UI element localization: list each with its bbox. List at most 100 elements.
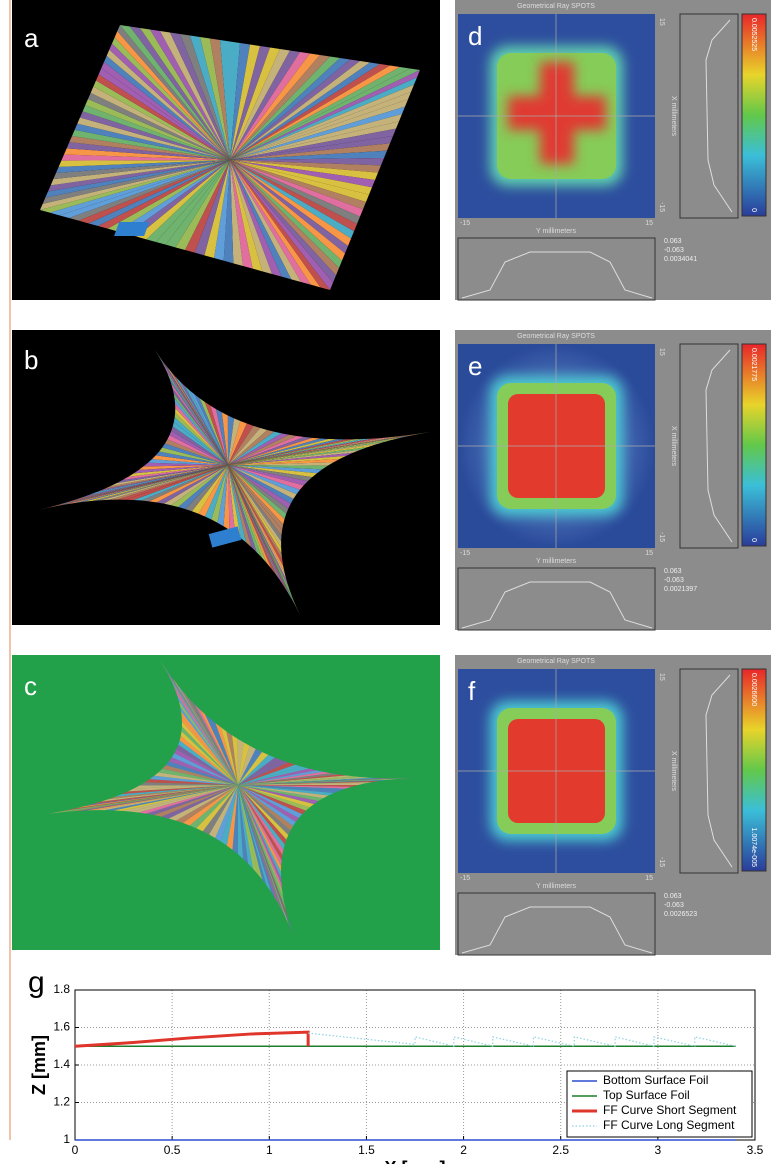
spot-stat: 0.0034041: [664, 256, 697, 263]
fan-wedge: [85, 785, 238, 807]
fan-wedge: [228, 465, 287, 519]
fan-wedge: [182, 785, 238, 826]
fan-wedge: [115, 785, 238, 797]
y-tick-label: 1.8: [53, 982, 70, 996]
fan-wedge: [238, 785, 282, 884]
fan-wedge: [238, 785, 303, 819]
fan-wedge: [47, 465, 228, 508]
fan-wedge: [96, 785, 238, 811]
fan-wedge: [185, 465, 228, 512]
fan-wedge: [81, 465, 228, 498]
fan-wedge: [114, 31, 230, 160]
fan-wedge: [238, 757, 282, 785]
fan-wedge: [228, 421, 247, 465]
fan-wedge: [238, 785, 263, 880]
fan-wedge: [156, 160, 230, 245]
x-millimeters-label: X millimeters: [670, 426, 677, 467]
fan-wedge: [214, 160, 230, 261]
fan-wedge: [238, 785, 295, 940]
fan-wedge: [202, 785, 238, 835]
fan-wedge: [221, 412, 228, 465]
spot-stat: 0.063: [664, 893, 682, 900]
spot-stat: -0.063: [664, 902, 684, 909]
fan-wedge: [45, 160, 231, 198]
side-profile: [705, 349, 733, 543]
fan-wedge: [238, 778, 387, 785]
fan-wedge: [209, 785, 238, 838]
fan-wedge: [238, 754, 275, 785]
fan-wedge: [230, 128, 396, 160]
fan-wedge: [108, 785, 238, 800]
fan-wedge: [238, 779, 396, 785]
fan-wedge: [64, 148, 230, 160]
side-profile: [705, 674, 733, 868]
fan-wedge: [230, 160, 339, 276]
fan-wedge: [238, 752, 269, 785]
fan-wedge: [221, 785, 238, 846]
fan-wedge: [228, 465, 285, 573]
fan-wedge: [171, 426, 228, 465]
colorbar-max: 0.0021775: [750, 348, 757, 381]
fan-wedge: [238, 745, 256, 785]
fan-wedge: [136, 160, 230, 240]
y-tick-label: 1.4: [53, 1057, 70, 1071]
spot-right-tick: 15: [645, 550, 653, 557]
fan-wedge: [228, 449, 361, 465]
panel-label: e: [468, 351, 482, 381]
fan-wedge: [228, 425, 261, 465]
fan-wedge: [238, 785, 329, 799]
fan-wedge: [238, 785, 249, 864]
fan-wedge: [171, 753, 238, 785]
fan-wedge: [238, 771, 331, 785]
fan-wedge: [194, 394, 228, 465]
fan-wedge: [98, 160, 230, 229]
fan-wedge: [164, 366, 228, 465]
fan-wedge: [230, 62, 380, 160]
fan-wedge: [215, 723, 238, 785]
fan-wedge: [238, 785, 253, 869]
fan-wedge: [172, 421, 228, 465]
fan-wedge: [238, 785, 319, 805]
spot-title: Geometrical Ray SPOTS: [517, 658, 595, 665]
y-millimeters-label: Y millimeters: [536, 228, 576, 235]
fan-wedge: [178, 700, 238, 785]
spot-left-tick: -15: [460, 220, 470, 227]
fan-wedge: [153, 785, 238, 817]
fan-wedge: [190, 35, 230, 160]
fan-wedge: [230, 160, 345, 261]
fan-wedge: [223, 160, 234, 264]
fan-wedge: [65, 465, 229, 505]
spot-title: Geometrical Ray SPOTS: [517, 3, 595, 10]
fan-wedge: [238, 778, 404, 785]
fan-wedge: [230, 114, 402, 160]
fan-wedge: [238, 780, 380, 785]
fan-wedge: [170, 382, 228, 465]
side-profile-box: [679, 668, 739, 874]
fan-wedge: [98, 68, 231, 160]
fan-wedge: [176, 744, 238, 785]
fan-wedge: [128, 465, 228, 477]
fan-wedge: [149, 775, 238, 785]
fan-wedge: [117, 25, 230, 160]
x-tick-label: 2: [460, 1143, 467, 1157]
fan-wedge: [230, 121, 399, 160]
fan-wedge: [167, 672, 238, 785]
fan-wedge: [238, 764, 302, 785]
fan-wedge: [227, 415, 235, 465]
y-millimeters-label: Y millimeters: [536, 883, 576, 890]
fan-wedge: [107, 160, 230, 232]
fan-wedge: [163, 666, 238, 785]
fan-wedge: [56, 160, 230, 173]
fan-wedge: [238, 748, 262, 785]
fan-wedge: [228, 465, 293, 601]
fan-wedge: [230, 143, 390, 160]
fan-wedge: [133, 465, 228, 474]
spot-stat: -0.063: [664, 577, 684, 584]
fan-wedge: [238, 785, 286, 911]
fan-wedge: [230, 160, 375, 188]
fan-wedge: [228, 433, 421, 465]
fan-wedge: [78, 160, 231, 224]
fan-wedge: [228, 465, 241, 539]
fan-wedge: [180, 731, 238, 785]
fan-wedge: [228, 465, 297, 608]
